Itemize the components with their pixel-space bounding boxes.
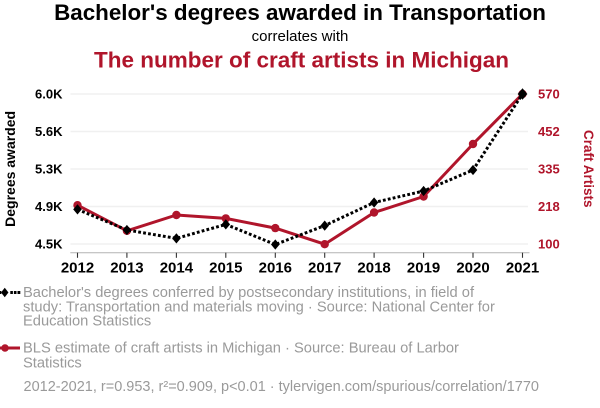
svg-text:335: 335 (538, 162, 560, 177)
svg-text:Craft Artists: Craft Artists (581, 130, 596, 208)
svg-text:2018: 2018 (357, 259, 390, 276)
svg-text:6.0K: 6.0K (35, 87, 63, 102)
svg-text:2021: 2021 (506, 259, 539, 276)
svg-text:The number of craft artists in: The number of craft artists in Michigan (94, 48, 509, 73)
svg-text:2013: 2013 (110, 259, 143, 276)
svg-text:2016: 2016 (259, 259, 292, 276)
svg-text:5.6K: 5.6K (35, 124, 63, 139)
svg-text:2015: 2015 (209, 259, 242, 276)
svg-text:correlates with: correlates with (252, 28, 349, 45)
svg-text:4.5K: 4.5K (35, 237, 63, 252)
svg-text:Bachelor's degrees awarded in: Bachelor's degrees awarded in Transporta… (54, 0, 546, 25)
svg-text:2014: 2014 (160, 259, 194, 276)
svg-text:2012: 2012 (61, 259, 94, 276)
svg-text:5.3K: 5.3K (35, 162, 63, 177)
svg-text:4.9K: 4.9K (35, 199, 63, 214)
svg-text:570: 570 (538, 87, 560, 102)
svg-text:2017: 2017 (308, 259, 341, 276)
svg-text:Degrees awarded: Degrees awarded (2, 111, 18, 227)
svg-text:Statistics: Statistics (23, 356, 82, 372)
svg-text:2012-2021, r=0.953, r²=0.909,: 2012-2021, r=0.953, r²=0.909, p<0.01 · t… (24, 379, 539, 395)
svg-text:BLS estimate of craft artists: BLS estimate of craft artists in Michiga… (23, 341, 459, 357)
svg-text:Education Statistics: Education Statistics (23, 314, 151, 330)
svg-text:Bachelor's degrees conferred b: Bachelor's degrees conferred by postseco… (23, 285, 475, 301)
svg-text:2020: 2020 (456, 259, 489, 276)
svg-text:452: 452 (538, 124, 560, 139)
svg-text:218: 218 (538, 199, 560, 214)
svg-text:2019: 2019 (407, 259, 440, 276)
svg-text:study: Transportation and mate: study: Transportation and materials movi… (23, 299, 495, 315)
svg-text:100: 100 (538, 237, 560, 252)
